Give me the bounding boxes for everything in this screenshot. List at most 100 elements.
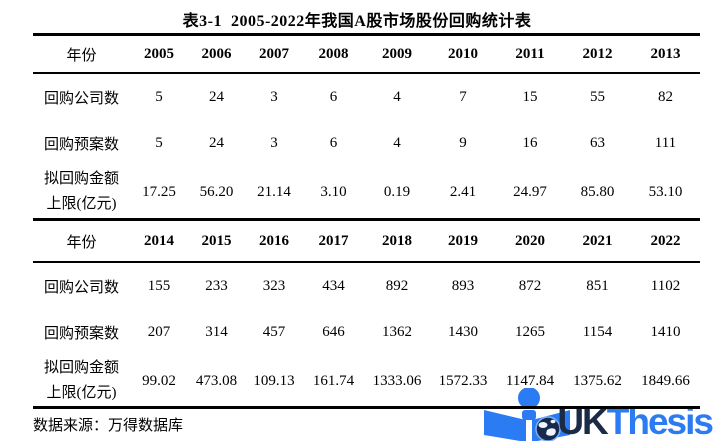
data-cell: 4 (393, 88, 401, 105)
data-cell: 314 (205, 323, 228, 340)
amounts-row: 拟回购金额 上限(亿元) 17.25 56.20 21.14 3.10 0.19… (33, 166, 700, 220)
data-cell: 17.25 (142, 183, 176, 200)
logo-text-uk: UK (557, 401, 608, 441)
person-reading-book-icon (484, 388, 571, 441)
data-cell: 1572.33 (438, 372, 488, 389)
data-cell: 207 (147, 323, 171, 340)
data-cell: 1154 (582, 323, 613, 340)
data-cell: 1849.66 (641, 372, 690, 389)
row-label-line2: 上限(亿元) (46, 196, 117, 212)
data-cell: 646 (322, 323, 345, 340)
year-cell: 2019 (430, 218, 496, 263)
year-cell: 2018 (364, 218, 430, 263)
year-cell: 2020 (496, 218, 564, 263)
row-label: 回购公司数 (43, 279, 119, 296)
year-header-label: 年份 (33, 218, 130, 263)
data-cell: 1333.06 (372, 372, 422, 389)
row-label: 拟回购金额 上限(亿元) (33, 166, 130, 220)
year-header-row: 年份 2005 2006 2007 2008 2009 2010 2011 20… (33, 33, 700, 74)
row-label: 回购预案数 (43, 325, 119, 342)
year-header-row: 年份 2014 2015 2016 2017 2018 2019 2020 20… (33, 218, 700, 263)
data-cell: 53.10 (648, 183, 683, 200)
data-cell: 7 (459, 88, 467, 105)
data-cell: 99.02 (142, 372, 176, 389)
year-cell: 2009 (364, 33, 430, 74)
logo-text-thesis: Thesis (606, 401, 714, 441)
data-cell: 24 (209, 134, 224, 151)
data-cell: 1102 (650, 277, 681, 294)
data-cell: 851 (586, 277, 609, 294)
data-cell: 63 (590, 134, 605, 151)
data-cell: 16 (522, 134, 538, 151)
row-label: 回购公司数 (43, 90, 119, 107)
data-cell: 892 (385, 277, 409, 294)
year-cell: 2015 (188, 218, 245, 263)
data-cell: 24.97 (513, 183, 547, 200)
data-cell: 2.41 (449, 183, 477, 200)
row-label-line1: 拟回购金额 (43, 171, 119, 187)
data-cell: 15 (522, 88, 538, 105)
year-cell: 2007 (245, 33, 303, 74)
data-cell: 1265 (515, 323, 545, 340)
data-cell: 0.19 (383, 183, 411, 200)
data-cell: 872 (518, 277, 542, 294)
data-cell: 55 (590, 88, 605, 105)
globe-icon (535, 416, 562, 441)
data-cell: 3 (270, 88, 278, 105)
data-cell: 1375.62 (573, 372, 622, 389)
companies-row: 回购公司数 5 24 3 6 4 7 15 55 82 (33, 73, 700, 120)
data-cell: 893 (451, 277, 475, 294)
data-cell: 9 (459, 134, 467, 151)
data-cell: 21.14 (257, 183, 291, 200)
year-cell: 2010 (430, 33, 496, 74)
data-cell: 155 (147, 277, 171, 294)
year-cell: 2013 (631, 33, 700, 74)
proposals-row: 回购预案数 5 24 3 6 4 9 16 63 111 (33, 120, 700, 166)
data-cell: 5 (155, 134, 163, 151)
data-cell: 473.08 (195, 372, 238, 389)
year-cell: 2011 (496, 33, 564, 74)
year-cell: 2012 (564, 33, 631, 74)
data-cell: 82 (658, 88, 673, 105)
year-cell: 2006 (188, 33, 245, 74)
data-cell: 4 (393, 134, 401, 151)
data-cell: 109.13 (253, 372, 295, 389)
data-cell: 1410 (650, 323, 681, 340)
row-label-line2: 上限(亿元) (46, 385, 117, 401)
row-label-line1: 拟回购金额 (43, 360, 119, 376)
data-cell: 1362 (382, 323, 412, 340)
year-cell: 2005 (130, 33, 188, 74)
row-label: 回购预案数 (43, 136, 119, 153)
data-cell: 6 (329, 88, 338, 105)
year-cell: 2017 (303, 218, 364, 263)
data-cell: 323 (262, 277, 286, 294)
year-cell: 2022 (631, 218, 700, 263)
ukthesis-logo: UKThesis (481, 388, 714, 441)
year-cell: 2008 (303, 33, 364, 74)
proposals-row: 回购预案数 207 314 457 646 1362 1430 1265 115… (33, 309, 700, 355)
logo-wordmark: UKThesis (557, 401, 714, 441)
year-header-label: 年份 (33, 33, 130, 74)
data-cell: 6 (329, 134, 338, 151)
data-cell: 111 (654, 134, 677, 151)
data-cell: 1147.84 (505, 372, 555, 389)
year-cell: 2014 (130, 218, 188, 263)
statistics-table: 年份 2005 2006 2007 2008 2009 2010 2011 20… (33, 33, 700, 407)
data-cell: 5 (155, 88, 163, 105)
data-cell: 85.80 (580, 183, 615, 200)
data-cell: 457 (262, 323, 286, 340)
data-cell: 434 (322, 277, 345, 294)
data-cell: 24 (209, 88, 224, 105)
data-cell: 3 (270, 134, 278, 151)
table-title: 表3-1 2005-2022年我国A股市场股份回购统计表 (182, 13, 532, 30)
data-cell: 233 (205, 277, 228, 294)
source-note: 数据来源：万得数据库 (33, 418, 184, 434)
data-cell: 1430 (448, 323, 478, 340)
row-label: 拟回购金额 上限(亿元) (33, 355, 130, 407)
data-cell: 3.10 (320, 183, 347, 200)
companies-row: 回购公司数 155 233 323 434 892 893 872 851 11… (33, 262, 700, 309)
amounts-row: 拟回购金额 上限(亿元) 99.02 473.08 109.13 161.74 … (33, 355, 700, 407)
data-cell: 56.20 (199, 183, 234, 200)
year-cell: 2016 (245, 218, 303, 263)
